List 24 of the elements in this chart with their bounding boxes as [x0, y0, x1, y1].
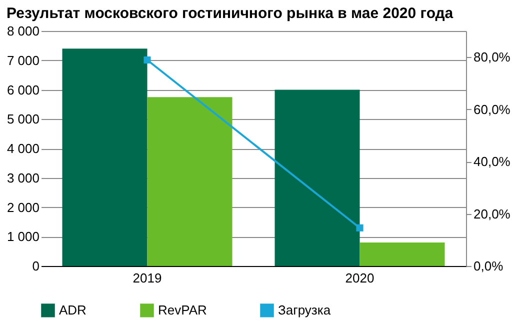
x-tick-label: 2020 — [345, 270, 374, 286]
bar — [274, 90, 360, 266]
y-tick-label: 4 000 — [6, 141, 40, 156]
legend-label: Загрузка — [278, 302, 332, 318]
y2-tick-label: 40,0% — [474, 154, 511, 170]
y-tick-label: 7 000 — [6, 52, 40, 68]
y2-tick-label: 80,0% — [474, 50, 511, 65]
y-tick-label: 0 — [32, 258, 40, 274]
y2-tick-label: 20,0% — [474, 206, 511, 222]
legend-label: ADR — [59, 302, 86, 318]
y-tick-label: 2 000 — [6, 200, 40, 215]
y-tick-label: 3 000 — [6, 170, 40, 186]
y2-tick-label: 60,0% — [474, 102, 511, 117]
bar — [147, 97, 232, 266]
y2-tick-label: 0,0% — [474, 258, 504, 274]
bar — [62, 48, 148, 266]
y-tick-label: 5 000 — [6, 112, 40, 127]
y-tick-label: 6 000 — [6, 82, 40, 98]
y-tick-label: 8 000 — [6, 24, 40, 38]
y-tick-label: 1 000 — [6, 229, 40, 244]
chart-title: Результат московского гостиничного рынка в мае 2020 года — [6, 5, 454, 22]
legend-label: RevPAR — [158, 302, 207, 318]
x-tick-label: 2019 — [132, 270, 162, 286]
bar — [360, 242, 445, 266]
